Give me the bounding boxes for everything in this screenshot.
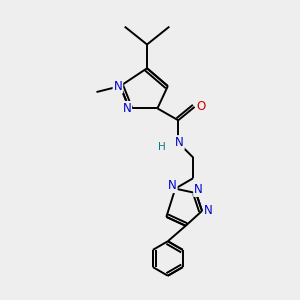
Text: N: N <box>122 102 131 115</box>
Text: N: N <box>175 136 184 149</box>
Text: O: O <box>196 100 206 113</box>
Text: N: N <box>204 204 213 218</box>
Text: H: H <box>158 142 166 152</box>
Text: N: N <box>168 179 177 192</box>
Text: N: N <box>113 80 122 93</box>
Text: N: N <box>194 183 203 196</box>
